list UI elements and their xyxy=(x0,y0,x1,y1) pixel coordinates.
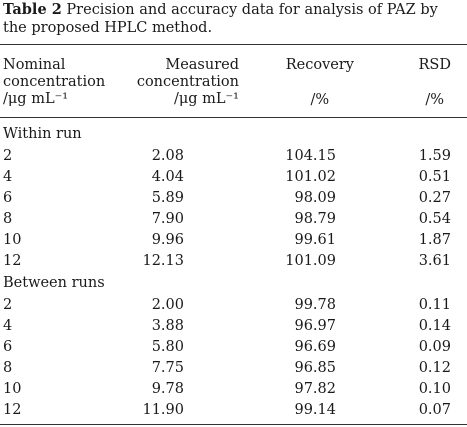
cell-recovery: 98.09 xyxy=(294,190,336,206)
cell-rsd: 0.27 xyxy=(418,190,451,206)
header-recovery-label: Recovery xyxy=(285,57,354,73)
cell-nominal: 10 xyxy=(3,381,22,397)
bottom-rule xyxy=(0,424,467,425)
table-row: 6 5.89 98.09 0.27 xyxy=(0,190,467,210)
cell-measured: 5.80 xyxy=(151,339,184,355)
cell-measured: 4.04 xyxy=(151,169,184,185)
cell-nominal: 4 xyxy=(3,169,13,185)
cell-measured: 3.88 xyxy=(151,318,184,334)
cell-nominal: 8 xyxy=(3,360,13,376)
table-caption: Table 2 Precision and accuracy data for … xyxy=(3,1,463,37)
cell-nominal: 8 xyxy=(3,211,13,227)
cell-recovery: 96.85 xyxy=(294,360,336,376)
cell-recovery: 101.09 xyxy=(285,253,336,269)
cell-nominal: 2 xyxy=(3,148,13,164)
cell-recovery: 99.61 xyxy=(294,232,336,248)
header-measured-unit: /μg mL⁻¹ xyxy=(173,91,239,107)
table-row: 6 5.80 96.69 0.09 xyxy=(0,339,467,359)
table-row: 8 7.75 96.85 0.12 xyxy=(0,360,467,380)
cell-measured: 7.75 xyxy=(151,360,184,376)
cell-measured: 2.08 xyxy=(151,148,184,164)
cell-rsd: 0.51 xyxy=(418,169,451,185)
header-recovery: Recovery /% xyxy=(286,57,354,109)
table-row: 10 9.96 99.61 1.87 xyxy=(0,232,467,252)
header-nominal: Nominal concentration /μg mL⁻¹ xyxy=(3,57,105,108)
table-row: 12 12.13 101.09 3.61 xyxy=(0,253,467,273)
cell-recovery: 99.78 xyxy=(294,297,336,313)
table-label: Table 2 xyxy=(3,1,62,18)
header-recovery-unit: /% xyxy=(310,92,330,108)
cell-recovery: 99.14 xyxy=(294,402,336,418)
cell-rsd: 0.09 xyxy=(418,339,451,355)
cell-rsd: 0.54 xyxy=(418,211,451,227)
cell-nominal: 10 xyxy=(3,232,22,248)
table-title: Precision and accuracy data for analysis… xyxy=(3,2,438,36)
top-rule xyxy=(0,44,467,45)
cell-rsd: 0.07 xyxy=(418,402,451,418)
header-rsd-unit: /% xyxy=(425,92,445,108)
cell-measured: 2.00 xyxy=(151,297,184,313)
header-nominal-line2: concentration xyxy=(3,74,106,90)
cell-rsd: 3.61 xyxy=(418,253,451,269)
table-row: 2 2.08 104.15 1.59 xyxy=(0,148,467,168)
cell-recovery: 96.97 xyxy=(294,318,336,334)
table-row: 2 2.00 99.78 0.11 xyxy=(0,297,467,317)
header-nominal-line1: Nominal xyxy=(3,57,66,73)
cell-measured: 7.90 xyxy=(151,211,184,227)
cell-nominal: 6 xyxy=(3,339,13,355)
cell-rsd: 0.14 xyxy=(418,318,451,334)
cell-nominal: 12 xyxy=(3,253,22,269)
cell-recovery: 97.82 xyxy=(294,381,336,397)
header-measured: Measured concentration /μg mL⁻¹ xyxy=(127,57,239,108)
cell-measured: 9.78 xyxy=(151,381,184,397)
cell-recovery: 96.69 xyxy=(294,339,336,355)
table-row: 4 3.88 96.97 0.14 xyxy=(0,318,467,338)
cell-rsd: 1.59 xyxy=(418,148,451,164)
cell-rsd: 1.87 xyxy=(418,232,451,248)
header-nominal-unit: /μg mL⁻¹ xyxy=(3,91,69,107)
cell-measured: 5.89 xyxy=(151,190,184,206)
cell-rsd: 0.11 xyxy=(418,297,451,313)
cell-recovery: 101.02 xyxy=(285,169,336,185)
header-rsd-label: RSD xyxy=(418,57,451,73)
cell-nominal: 2 xyxy=(3,297,13,313)
header-measured-line1: Measured xyxy=(165,57,239,73)
cell-recovery: 98.79 xyxy=(294,211,336,227)
cell-rsd: 0.10 xyxy=(418,381,451,397)
table-row: 8 7.90 98.79 0.54 xyxy=(0,211,467,231)
cell-nominal: 6 xyxy=(3,190,13,206)
cell-measured: 11.90 xyxy=(142,402,184,418)
section-title-between: Between runs xyxy=(3,275,105,291)
cell-rsd: 0.12 xyxy=(418,360,451,376)
table-row: 4 4.04 101.02 0.51 xyxy=(0,169,467,189)
header-measured-line2: concentration xyxy=(136,74,239,90)
table-row: 12 11.90 99.14 0.07 xyxy=(0,402,467,422)
header-rule xyxy=(0,117,467,118)
cell-nominal: 4 xyxy=(3,318,13,334)
section-title-within: Within run xyxy=(3,126,82,142)
header-rsd: RSD /% xyxy=(419,57,451,109)
cell-measured: 9.96 xyxy=(151,232,184,248)
cell-recovery: 104.15 xyxy=(285,148,336,164)
cell-nominal: 12 xyxy=(3,402,22,418)
cell-measured: 12.13 xyxy=(142,253,184,269)
table-row: 10 9.78 97.82 0.10 xyxy=(0,381,467,401)
